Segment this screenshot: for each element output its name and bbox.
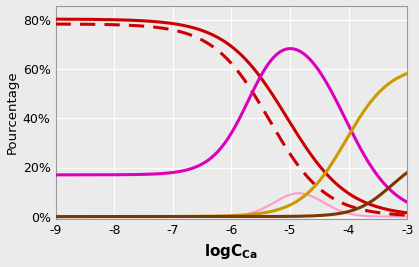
Y-axis label: Pourcentage: Pourcentage <box>5 70 18 154</box>
X-axis label: $\mathbf{logC_{Ca}}$: $\mathbf{logC_{Ca}}$ <box>204 242 259 261</box>
